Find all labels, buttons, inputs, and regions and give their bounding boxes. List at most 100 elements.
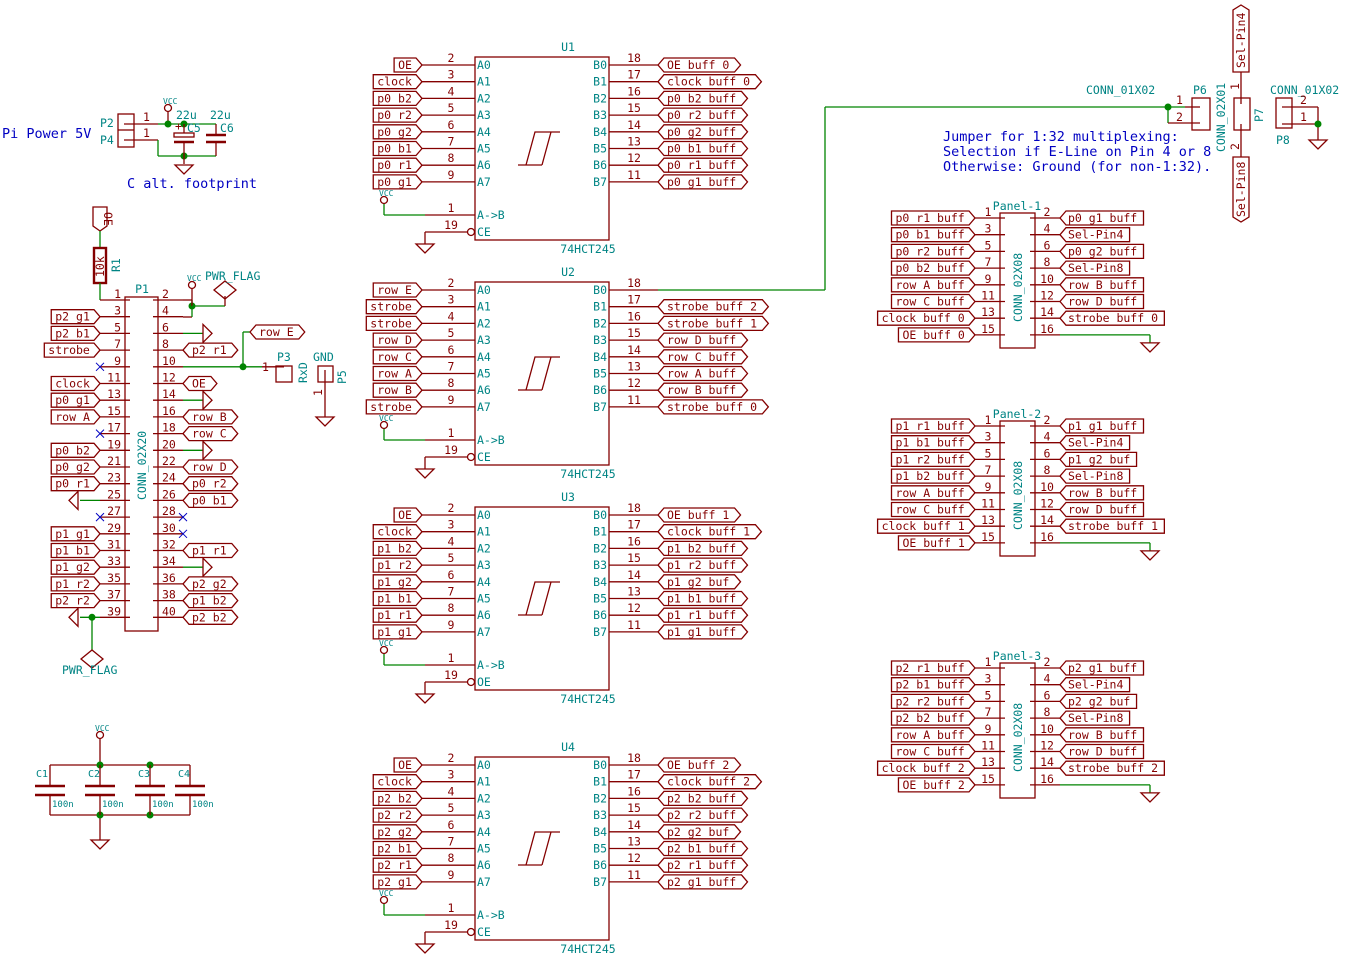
- output-label[interactable]: [657, 365, 749, 382]
- panel-right-label[interactable]: [1059, 693, 1138, 710]
- output-label[interactable]: [657, 590, 749, 607]
- output-label[interactable]: [657, 140, 749, 157]
- row-e-label[interactable]: [249, 324, 306, 340]
- input-label[interactable]: [372, 557, 423, 573]
- output-label[interactable]: [657, 74, 763, 90]
- panel-left-label[interactable]: [897, 535, 976, 551]
- panel-left-label[interactable]: [890, 210, 976, 226]
- input-label[interactable]: [372, 157, 423, 173]
- output-label[interactable]: [657, 624, 749, 640]
- p1-right-label[interactable]: [182, 492, 239, 509]
- input-label[interactable]: [372, 540, 423, 557]
- input-label[interactable]: [372, 365, 423, 382]
- p1-left-label[interactable]: [50, 542, 101, 559]
- input-label[interactable]: [372, 349, 423, 365]
- panel-right-label[interactable]: [1059, 210, 1145, 226]
- p1-right-label[interactable]: [182, 459, 239, 475]
- output-label[interactable]: [657, 607, 749, 623]
- sel-pin8-label[interactable]: [1232, 156, 1250, 223]
- output-label[interactable]: [657, 124, 749, 140]
- output-label[interactable]: [657, 174, 749, 190]
- input-label[interactable]: [372, 607, 423, 623]
- input-label[interactable]: [372, 807, 423, 823]
- panel-right-label[interactable]: [1059, 418, 1145, 434]
- input-label[interactable]: [372, 874, 423, 890]
- panel-left-label[interactable]: [876, 518, 976, 534]
- panel-left-label[interactable]: [890, 485, 976, 501]
- output-label[interactable]: [657, 315, 770, 332]
- panel-left-label[interactable]: [890, 418, 976, 434]
- p1-left-label[interactable]: [50, 459, 101, 475]
- p1-right-label[interactable]: [182, 425, 239, 442]
- input-label[interactable]: [372, 74, 423, 90]
- p1-right-label[interactable]: [182, 542, 239, 559]
- panel-left-label[interactable]: [876, 310, 976, 326]
- input-label[interactable]: [393, 507, 423, 523]
- panel-left-label[interactable]: [890, 727, 976, 743]
- output-label[interactable]: [657, 807, 749, 823]
- panel-left-label[interactable]: [890, 660, 976, 676]
- p1-right-label[interactable]: [182, 476, 239, 492]
- p1-left-label[interactable]: [50, 375, 101, 392]
- input-label[interactable]: [372, 140, 423, 157]
- output-label[interactable]: [657, 774, 763, 790]
- panel-right-label[interactable]: [1059, 293, 1145, 310]
- panel-left-label[interactable]: [897, 327, 976, 343]
- panel-left-label[interactable]: [890, 710, 976, 726]
- output-label[interactable]: [657, 857, 749, 873]
- output-label[interactable]: [657, 399, 770, 415]
- panel-left-label[interactable]: [890, 468, 976, 484]
- input-label[interactable]: [372, 824, 423, 840]
- input-label[interactable]: [372, 840, 423, 857]
- panel-right-label[interactable]: [1059, 760, 1165, 776]
- panel-right-label[interactable]: [1059, 310, 1165, 326]
- input-label[interactable]: [372, 282, 423, 298]
- output-label[interactable]: [657, 840, 749, 857]
- output-label[interactable]: [657, 557, 749, 573]
- input-label[interactable]: [372, 624, 423, 640]
- panel-left-label[interactable]: [890, 243, 976, 260]
- p1-left-label[interactable]: [50, 392, 101, 408]
- p1-right-label[interactable]: [182, 609, 239, 625]
- panel-left-label[interactable]: [876, 760, 976, 776]
- panel-right-label[interactable]: [1059, 710, 1131, 726]
- input-label[interactable]: [372, 590, 423, 607]
- input-label[interactable]: [372, 90, 423, 107]
- input-label[interactable]: [365, 299, 423, 315]
- input-label[interactable]: [372, 124, 423, 140]
- panel-right-label[interactable]: [1059, 243, 1145, 260]
- p1-left-label[interactable]: [43, 342, 101, 358]
- output-label[interactable]: [657, 540, 749, 557]
- panel-right-label[interactable]: [1059, 660, 1145, 676]
- output-label[interactable]: [657, 157, 749, 173]
- input-label[interactable]: [372, 174, 423, 190]
- input-label[interactable]: [372, 524, 423, 540]
- p1-right-label[interactable]: [182, 576, 239, 592]
- panel-left-label[interactable]: [890, 501, 976, 518]
- panel-left-label[interactable]: [890, 743, 976, 760]
- input-label[interactable]: [365, 315, 423, 332]
- output-label[interactable]: [657, 874, 749, 890]
- p1-right-label[interactable]: [182, 375, 218, 392]
- p1-left-label[interactable]: [50, 325, 101, 342]
- output-label[interactable]: [657, 349, 749, 365]
- input-label[interactable]: [372, 774, 423, 790]
- input-label[interactable]: [393, 57, 423, 73]
- output-label[interactable]: [657, 757, 742, 773]
- input-label[interactable]: [372, 332, 423, 348]
- panel-left-label[interactable]: [890, 293, 976, 310]
- panel-left-label[interactable]: [890, 260, 976, 276]
- output-label[interactable]: [657, 524, 763, 540]
- oe-label[interactable]: [92, 206, 108, 232]
- p1-left-label[interactable]: [50, 576, 101, 592]
- panel-right-label[interactable]: [1059, 260, 1131, 276]
- output-label[interactable]: [657, 57, 742, 73]
- panel-right-label[interactable]: [1059, 277, 1145, 293]
- panel-right-label[interactable]: [1059, 743, 1145, 760]
- output-label[interactable]: [657, 90, 749, 107]
- panel-right-label[interactable]: [1059, 468, 1131, 484]
- p1-right-label[interactable]: [182, 592, 239, 609]
- sel-pin4-label[interactable]: [1232, 4, 1250, 73]
- p1-left-label[interactable]: [50, 409, 101, 425]
